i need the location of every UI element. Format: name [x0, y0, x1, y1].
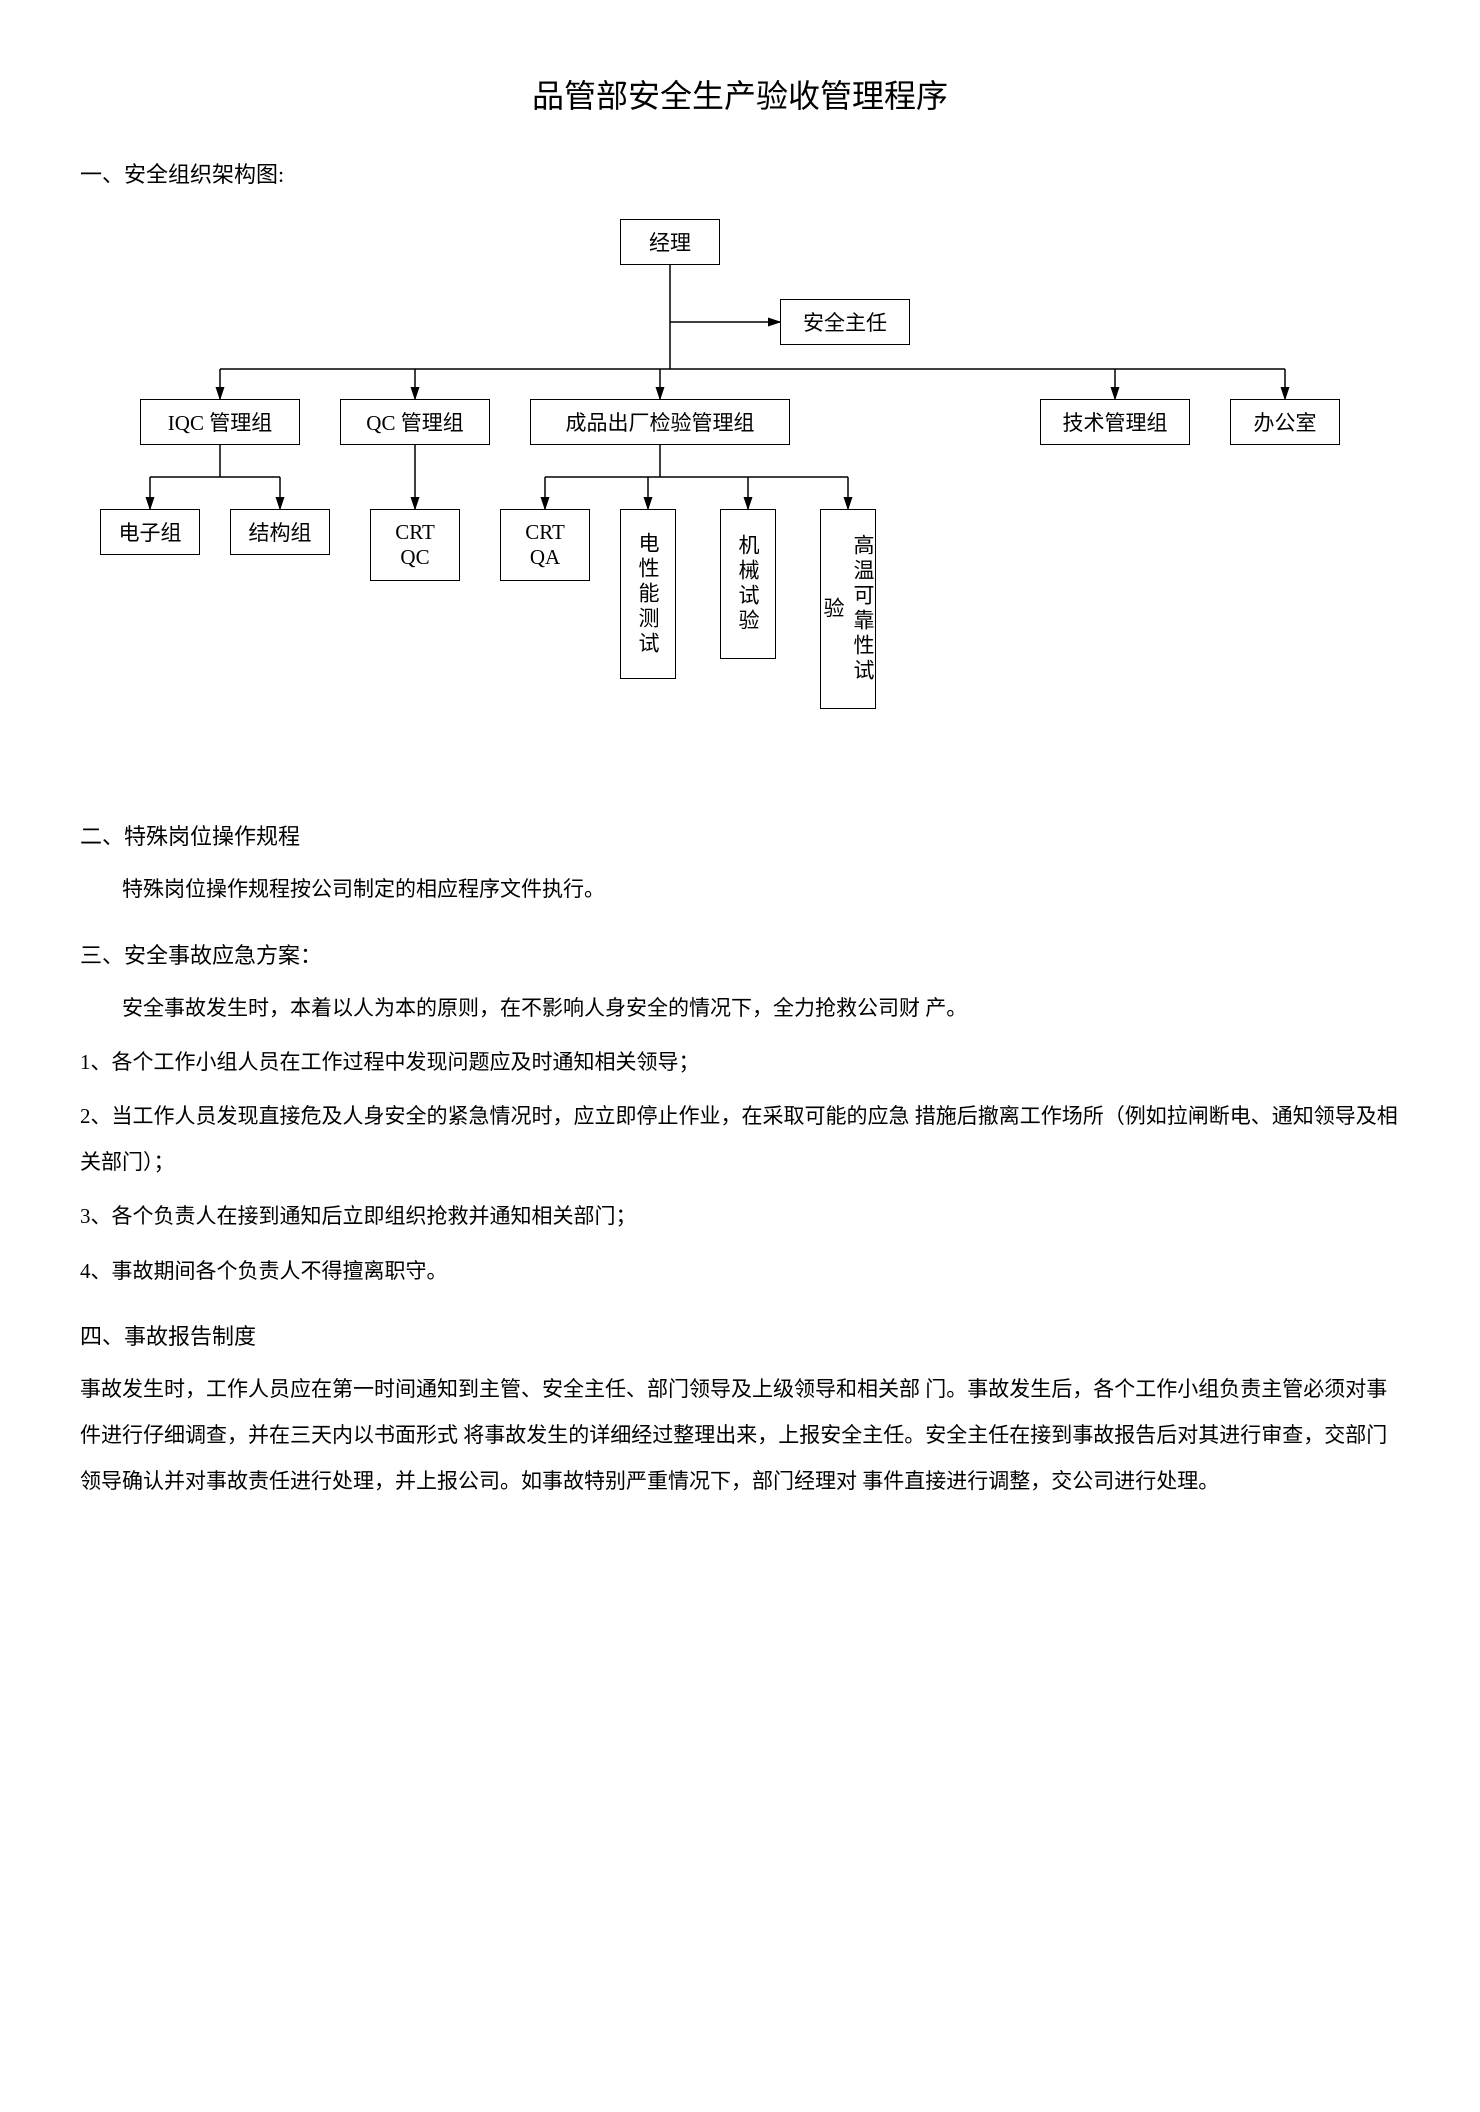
org-chart: 经理 安全主任 IQC 管理组 QC 管理组 成品出厂检验管理组 技术管理组 办… — [80, 209, 1380, 759]
section4-body: 事故发生时，工作人员应在第一时间通知到主管、安全主任、部门领导及上级领导和相关部… — [80, 1366, 1400, 1505]
section3-item2: 2、当工作人员发现直接危及人身安全的紧急情况时，应立即停止作业，在采取可能的应急… — [80, 1093, 1400, 1185]
node-iqc: IQC 管理组 — [140, 399, 300, 445]
org-chart-lines — [80, 209, 1380, 759]
node-mech: 机械试验 — [720, 509, 776, 659]
section3-heading: 三、安全事故应急方案： — [80, 938, 1400, 970]
node-crtqc: CRT QC — [370, 509, 460, 581]
section3-item1: 1、各个工作小组人员在工作过程中发现问题应及时通知相关领导； — [80, 1039, 1400, 1085]
section2-heading: 二、特殊岗位操作规程 — [80, 819, 1400, 851]
node-eperf: 电性能测试 — [620, 509, 676, 679]
section4-heading: 四、事故报告制度 — [80, 1319, 1400, 1351]
node-finished: 成品出厂检验管理组 — [530, 399, 790, 445]
node-struct: 结构组 — [230, 509, 330, 555]
node-crtqa: CRT QA — [500, 509, 590, 581]
section1-heading: 一、安全组织架构图: — [80, 157, 1400, 189]
section3-item3: 3、各个负责人在接到通知后立即组织抢救并通知相关部门； — [80, 1193, 1400, 1239]
node-qc: QC 管理组 — [340, 399, 490, 445]
section3-item4: 4、事故期间各个负责人不得擅离职守。 — [80, 1248, 1400, 1294]
page-title: 品管部安全生产验收管理程序 — [80, 71, 1400, 117]
node-elec: 电子组 — [100, 509, 200, 555]
section2-body: 特殊岗位操作规程按公司制定的相应程序文件执行。 — [80, 866, 1400, 912]
node-tech: 技术管理组 — [1040, 399, 1190, 445]
node-manager: 经理 — [620, 219, 720, 265]
node-office: 办公室 — [1230, 399, 1340, 445]
section3-body: 安全事故发生时，本着以人为本的原则，在不影响人身安全的情况下，全力抢救公司财 产… — [80, 985, 1400, 1031]
node-hitemp: 高温可靠性试验 — [820, 509, 876, 709]
node-safety: 安全主任 — [780, 299, 910, 345]
